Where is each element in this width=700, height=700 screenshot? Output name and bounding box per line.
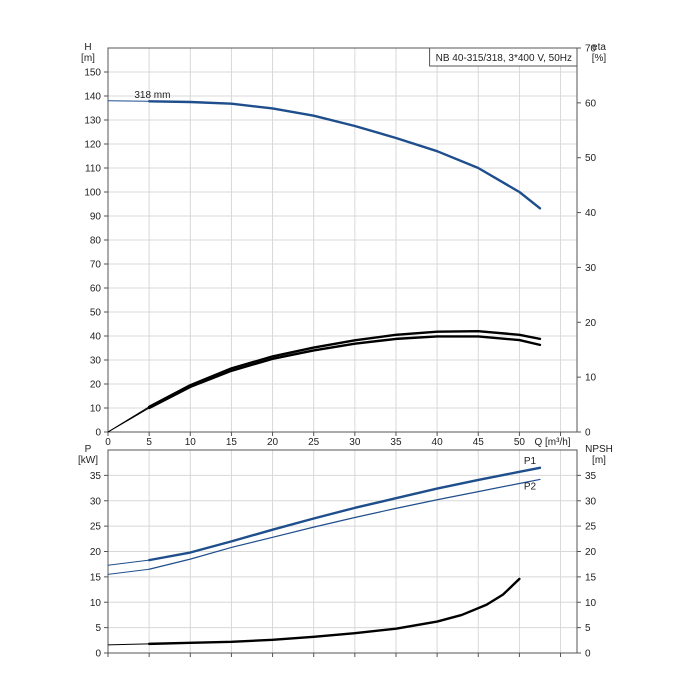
panel1-x-axis-label: Q [m³/h] xyxy=(534,437,570,448)
panel2-series-label-p1: P1 xyxy=(524,456,537,467)
panel1-right-tick-label: 10 xyxy=(585,373,597,384)
panel1-left-tick-label: 50 xyxy=(90,308,102,319)
panel1-title-box xyxy=(429,47,578,67)
panel2-right-axis-unit: [m] xyxy=(592,455,606,466)
panel1-left-tick-label: 140 xyxy=(84,92,101,103)
panel2-left-tick-label: 25 xyxy=(90,522,102,533)
panel1-left-tick-label: 30 xyxy=(90,356,102,367)
panel1-right-tick-label: 40 xyxy=(585,208,597,219)
panel1-x-tick-label: 45 xyxy=(473,437,485,448)
panel1-left-axis-label: H xyxy=(84,42,91,53)
panel2-left-axis-unit: [kW] xyxy=(78,455,98,466)
panel1-left-tick-label: 130 xyxy=(84,116,101,127)
panel1-right-tick-label: 60 xyxy=(585,98,597,109)
panel2-series-curve-3-thin xyxy=(107,643,150,646)
panel2-right-tick-label: 35 xyxy=(585,471,597,482)
panel2-left-tick-label: 15 xyxy=(90,572,102,583)
panel1-series-curve-3 xyxy=(147,335,542,410)
panel2-left-tick-label: 35 xyxy=(90,471,102,482)
panel2-left-axis-label: P xyxy=(85,444,92,455)
panel1-right-axis-label: eta xyxy=(592,42,606,53)
panel1-left-tick-label: 0 xyxy=(95,428,101,439)
panel1-left-tick-label: 80 xyxy=(90,236,102,247)
panel2-right-tick-label: 20 xyxy=(585,547,597,558)
panel2-left-tick-label: 10 xyxy=(90,598,102,609)
panel2-right-tick-label: 15 xyxy=(585,572,597,583)
panel2-right-tick-label: 0 xyxy=(585,649,591,660)
panel2-series-p1 xyxy=(147,466,542,562)
panel1-left-tick-label: 100 xyxy=(84,188,101,199)
panel1-chart-title: NB 40-315/318, 3*400 V, 50Hz xyxy=(436,53,572,64)
panel1-right-tick-label: 20 xyxy=(585,318,597,329)
panel2-right-tick-label: 5 xyxy=(585,623,591,634)
panel1-right-tick-label: 50 xyxy=(585,153,597,164)
panel1-left-tick-label: 150 xyxy=(84,68,101,79)
panel1-right-tick-label: 0 xyxy=(585,428,591,439)
panel1-annotation: 318 mm xyxy=(134,90,170,101)
panel2-left-tick-label: 20 xyxy=(90,547,102,558)
panel1-x-tick-label: 50 xyxy=(514,437,526,448)
panel1-x-tick-label: 15 xyxy=(226,437,238,448)
panel1-left-axis-unit: [m] xyxy=(81,53,95,64)
panel1-x-tick-label: 5 xyxy=(146,437,152,448)
panel1-left-tick-label: 10 xyxy=(90,404,102,415)
panel1-left-tick-label: 40 xyxy=(90,332,102,343)
panel1-left-tick-label: 90 xyxy=(90,212,102,223)
panel1-x-tick-label: 20 xyxy=(267,437,279,448)
panel2-series-p2-thin xyxy=(107,568,150,575)
panel1-series-curve-3-thin xyxy=(107,407,150,433)
panel2-left-tick-label: 0 xyxy=(95,649,101,660)
panel2-right-tick-label: 25 xyxy=(585,522,597,533)
panel2-right-tick-label: 10 xyxy=(585,598,597,609)
panel1-left-tick-label: 110 xyxy=(85,164,101,175)
panel1-right-tick-label: 70 xyxy=(585,44,597,55)
panel1-series-curve-2 xyxy=(147,330,542,408)
panel2-left-tick-label: 30 xyxy=(90,496,102,507)
panel1-x-tick-label: 30 xyxy=(349,437,361,448)
panel1-left-tick-label: 20 xyxy=(90,380,102,391)
panel2-series-p2 xyxy=(148,478,541,570)
panel1-left-tick-label: 70 xyxy=(90,260,102,271)
panel1-right-tick-label: 30 xyxy=(585,263,597,274)
panel1-x-tick-label: 0 xyxy=(105,437,111,448)
panel2-series-label-p2: P2 xyxy=(524,481,537,492)
panel1-right-axis-unit: [%] xyxy=(592,53,607,64)
panel2-series-p1-thin xyxy=(107,559,150,566)
panel1-left-tick-label: 120 xyxy=(84,140,101,151)
panel2-series-curve-3 xyxy=(147,577,521,646)
panel1-x-tick-label: 40 xyxy=(432,437,444,448)
panel1-x-tick-label: 25 xyxy=(308,437,320,448)
panel2-right-axis-label: NPSH xyxy=(585,444,613,455)
panel1-left-tick-label: 60 xyxy=(90,284,102,295)
panel1-x-tick-label: 35 xyxy=(390,437,402,448)
panel1-x-tick-label: 10 xyxy=(185,437,197,448)
panel1-series-318-mm xyxy=(147,100,542,210)
panel2-left-tick-label: 5 xyxy=(95,623,101,634)
panel2-right-tick-label: 30 xyxy=(585,496,597,507)
